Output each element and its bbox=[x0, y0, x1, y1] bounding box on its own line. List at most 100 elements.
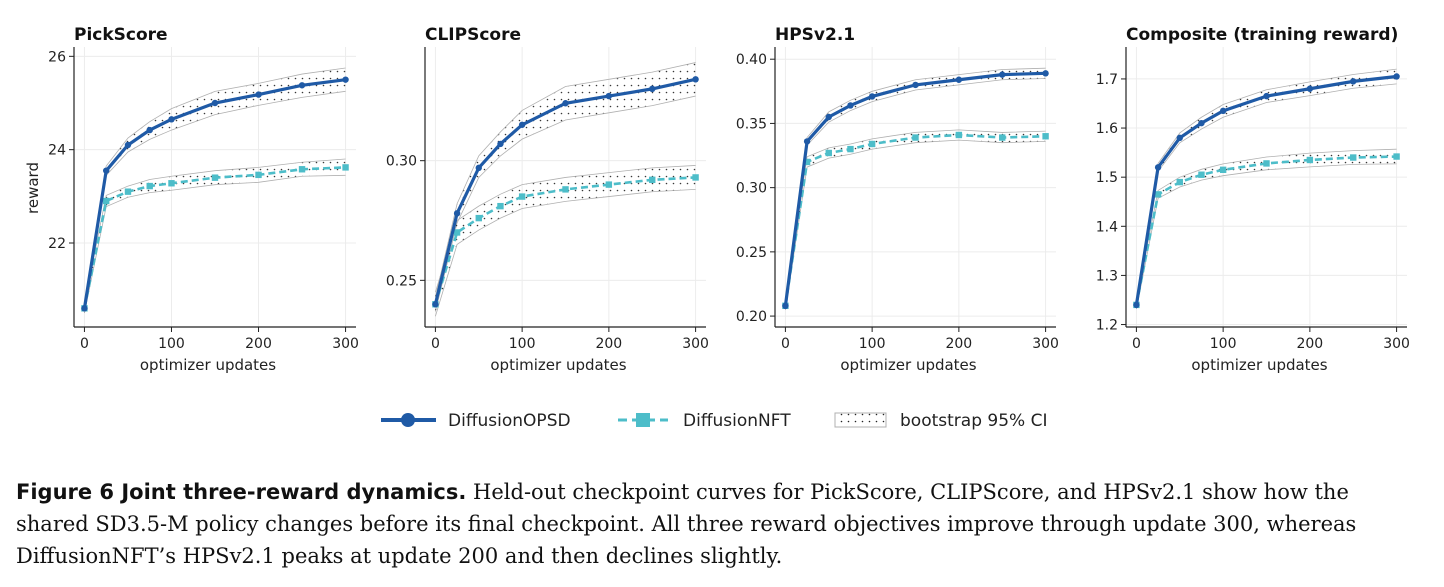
legend-swatch-ci bbox=[834, 412, 887, 428]
point-diffusionnft bbox=[1154, 191, 1162, 198]
point-diffusionnft bbox=[1198, 171, 1205, 178]
ci-edge-low bbox=[435, 95, 696, 312]
ci-edge-high bbox=[435, 62, 696, 298]
point-diffusionnft bbox=[1042, 133, 1049, 140]
ci-band-opsd bbox=[785, 68, 1046, 310]
y-tick-label: 22 bbox=[48, 236, 66, 252]
x-tick-label: 300 bbox=[332, 336, 359, 352]
ci-band-nft bbox=[1136, 149, 1397, 309]
point-diffusionnft bbox=[847, 145, 854, 153]
point-diffusionnft bbox=[1176, 178, 1183, 186]
figure-caption: Figure 6 Joint three-reward dynamics. He… bbox=[16, 476, 1428, 572]
y-tick-label: 1.3 bbox=[1096, 268, 1118, 284]
point-diffusionopsd bbox=[298, 82, 306, 89]
x-tick-label: 200 bbox=[1296, 336, 1323, 352]
point-diffusionopsd bbox=[649, 85, 656, 93]
point-diffusionnft bbox=[168, 180, 175, 187]
point-diffusionnft bbox=[497, 202, 504, 210]
point-diffusionnft bbox=[999, 134, 1006, 141]
point-diffusionopsd bbox=[912, 81, 919, 89]
x-tick-label: 300 bbox=[1383, 336, 1410, 352]
point-diffusionnft bbox=[124, 188, 132, 195]
point-diffusionnft bbox=[868, 140, 876, 148]
legend-label-diffusionnft: DiffusionNFT bbox=[683, 411, 791, 431]
point-diffusionopsd bbox=[453, 210, 461, 217]
point-diffusionopsd bbox=[103, 167, 110, 174]
point-diffusionnft bbox=[1219, 166, 1227, 174]
series-line-diffusionnft bbox=[784, 133, 1046, 307]
point-diffusionopsd bbox=[1154, 164, 1162, 171]
ci-edge-low bbox=[84, 90, 346, 314]
legend: DiffusionOPSD DiffusionNFT bootstrap 95% C… bbox=[381, 411, 1047, 431]
ci-edge-high bbox=[84, 67, 346, 304]
x-tick-label: 100 bbox=[1210, 336, 1237, 352]
x-tick-label: 0 bbox=[1132, 336, 1141, 352]
point-diffusionopsd bbox=[81, 305, 88, 312]
panel-title: CLIPScore bbox=[425, 25, 521, 45]
legend-marker-diffusionopsd bbox=[401, 413, 415, 427]
point-diffusionopsd bbox=[803, 138, 811, 145]
point-diffusionnft bbox=[146, 182, 153, 190]
point-diffusionopsd bbox=[497, 140, 504, 148]
point-diffusionopsd bbox=[342, 76, 349, 83]
point-diffusionopsd bbox=[1176, 134, 1183, 142]
point-diffusionopsd bbox=[124, 141, 132, 149]
y-axis-label: reward bbox=[24, 162, 42, 214]
ci-edge-high bbox=[785, 67, 1046, 303]
panel-title: PickScore bbox=[74, 25, 168, 45]
ci-edge-high bbox=[1136, 68, 1397, 302]
point-diffusionnft bbox=[803, 158, 811, 166]
point-diffusionopsd bbox=[1198, 119, 1205, 127]
y-tick-label: 0.30 bbox=[386, 154, 417, 170]
point-diffusionopsd bbox=[1219, 107, 1227, 115]
point-diffusionopsd bbox=[1133, 301, 1140, 309]
point-diffusionnft bbox=[649, 176, 656, 184]
x-tick-label: 0 bbox=[431, 336, 440, 352]
y-tick-label: 1.2 bbox=[1096, 318, 1118, 334]
point-diffusionnft bbox=[298, 166, 306, 173]
caption-label: Figure 6 Joint three-reward dynamics. bbox=[16, 480, 467, 504]
point-diffusionnft bbox=[255, 171, 262, 179]
point-diffusionnft bbox=[955, 131, 963, 139]
point-diffusionopsd bbox=[825, 113, 832, 121]
x-tick-label: 200 bbox=[595, 336, 622, 352]
x-tick-label: 200 bbox=[245, 336, 272, 352]
x-tick-label: 100 bbox=[859, 336, 886, 352]
point-diffusionopsd bbox=[146, 126, 153, 134]
point-diffusionnft bbox=[475, 214, 482, 222]
x-tick-label: 300 bbox=[682, 336, 709, 352]
x-tick-label: 0 bbox=[781, 336, 790, 352]
point-diffusionnft bbox=[518, 193, 526, 200]
point-diffusionnft bbox=[692, 174, 699, 181]
point-diffusionnft bbox=[453, 229, 461, 236]
series-line-diffusionopsd bbox=[1134, 74, 1397, 306]
point-diffusionopsd bbox=[605, 92, 613, 100]
y-tick-label: 0.25 bbox=[736, 245, 767, 261]
y-tick-label: 24 bbox=[48, 143, 66, 159]
point-diffusionopsd bbox=[1393, 73, 1400, 80]
y-tick-label: 0.35 bbox=[736, 116, 767, 132]
point-diffusionopsd bbox=[475, 164, 482, 172]
ci-edge-low bbox=[1136, 163, 1397, 309]
y-tick-label: 0.25 bbox=[386, 273, 417, 289]
x-axis-label: optimizer updates bbox=[140, 356, 276, 374]
point-diffusionopsd bbox=[1042, 70, 1049, 77]
point-diffusionopsd bbox=[847, 102, 854, 109]
x-tick-label: 300 bbox=[1032, 336, 1059, 352]
ci-edge-high bbox=[435, 165, 696, 293]
x-axis-label: optimizer updates bbox=[490, 356, 626, 374]
figure-charts: PickScore 0 100 200 300 22 24 26 optimizer updat… bbox=[24, 25, 1410, 431]
legend-label-diffusionopsd: DiffusionOPSD bbox=[448, 411, 571, 431]
point-diffusionnft bbox=[562, 186, 569, 193]
x-tick-label: 100 bbox=[509, 336, 536, 352]
panel-2: CLIPScore 0 100 200 300 0.25 0.30 optimizer upd… bbox=[386, 25, 709, 374]
y-tick-label: 0.40 bbox=[736, 52, 767, 68]
point-diffusionopsd bbox=[432, 301, 439, 308]
point-diffusionopsd bbox=[999, 71, 1006, 78]
point-diffusionnft bbox=[1350, 154, 1357, 161]
panel-title: HPSv2.1 bbox=[775, 25, 855, 45]
ci-band-opsd bbox=[435, 62, 696, 312]
point-diffusionopsd bbox=[255, 91, 262, 98]
ci-band-nft bbox=[785, 129, 1046, 310]
point-diffusionnft bbox=[825, 149, 832, 157]
